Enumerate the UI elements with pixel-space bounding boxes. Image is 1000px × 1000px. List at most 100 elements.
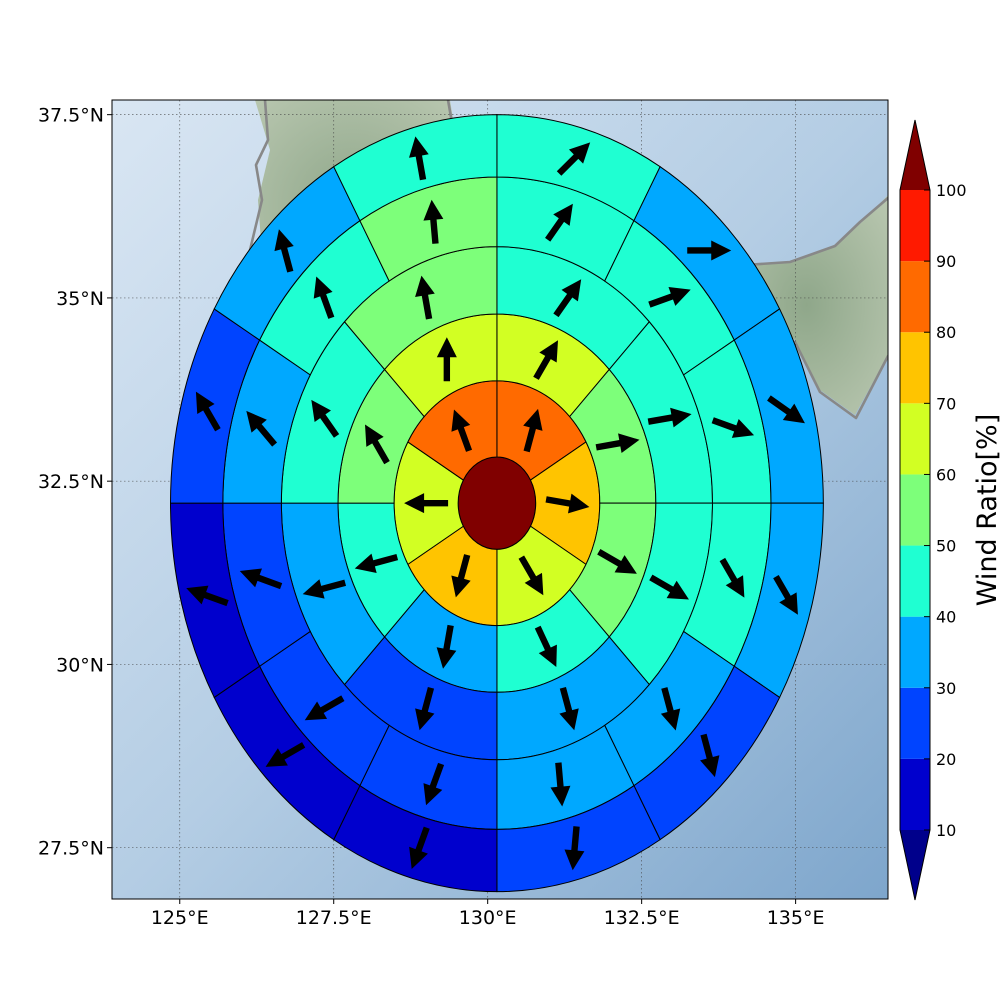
lat-tick-label: 35°N [56,288,104,310]
wind-arrow [597,549,637,574]
wind-arrow-shape [423,762,445,806]
wind-arrow-shape [423,199,444,244]
wind-arrow [302,579,347,599]
lon-tick-label: 125°E [151,907,209,929]
wind-arrow [313,276,335,319]
wind-arrow-shape [313,276,335,319]
wind-arrow [436,624,457,669]
wind-arrow [660,687,681,731]
wind-arrow-shape [409,826,430,870]
wind-arrow-shape [719,557,745,598]
colorbar-tick-label: 60 [936,465,956,484]
wind-arrow [545,493,590,514]
lon-tick-label: 127.5°E [296,907,372,929]
map-axes: 125°E 127.5°E 130°E 132.5°E 135°E 27.5°N 30°N 3… [38,105,825,929]
wind-arrow-shape [687,240,732,261]
colorbar-tick-label: 40 [936,608,956,627]
wind-arrow-shape [553,279,582,318]
wind-arrow-shape [545,493,590,514]
honshu-landmass [725,195,888,415]
colorbar-segment [900,261,930,333]
wind-arrow [700,733,720,778]
wind-arrow [534,625,557,668]
wind-arrow [409,136,429,181]
wind-arrow [687,240,732,261]
wind-arrow-shape [404,493,449,514]
wind-arrow-shape [415,275,435,320]
lat-tick-label: 37.5°N [38,105,104,127]
colorbar-tick-label: 30 [936,679,956,698]
wind-arrow [311,399,340,438]
wind-arrow [559,686,579,731]
wind-arrow [423,199,444,244]
colorbar-segment [900,403,930,475]
wind-arrow [545,203,573,242]
wind-arrow [274,229,294,273]
wind-arrow-shape [239,568,283,590]
colorbar-tick-label: 10 [936,821,956,840]
wind-arrow [553,279,582,318]
wind-arrow-shape [409,136,429,181]
wind-arrow [556,142,591,176]
wind-arrow-shape [451,409,473,452]
wind-arrow-shape [195,391,221,432]
wind-arrow-shape [265,742,306,767]
wind-arrow-shape [595,433,640,454]
map-area [111,99,889,900]
wind-arrow [451,554,471,598]
wind-arrow-shape [246,410,278,447]
colorbar-segment [900,616,930,688]
wind-arrow [767,395,805,424]
wind-arrow-shape [545,203,573,242]
wind-arrow-shape [451,554,471,598]
wind-arrow-shape [354,553,399,573]
wind-arrow-shape [648,287,691,308]
wind-arrow [239,568,283,590]
wind-arrow-shape [274,229,294,273]
map-frame [111,99,889,900]
colorbar-segment [900,474,930,546]
wind-arrow [195,391,221,432]
wind-arrow [647,407,692,428]
wind-arrow [354,553,399,573]
wind-arrow-shape [523,408,543,453]
wind-arrow-shape [773,575,798,615]
colorbar: 10 20 30 40 50 60 70 80 90 100 Wind Ratio[%] [899,119,1000,901]
wind-arrow-shape [649,574,689,600]
lat-tick-label: 27.5°N [38,838,104,860]
colorbar-over-extension [900,120,930,190]
wind-arrow [436,337,457,382]
wind-arrow-shape [564,826,585,871]
wind-arrow [423,762,445,806]
wind-arrow-shape [550,762,571,807]
colorbar-segment [900,758,930,830]
colorbar-tick-label: 100 [936,181,967,200]
wind-arrow-shape [533,340,559,380]
wind-arrow-shape [518,555,544,596]
wind-arrow-shape [556,142,591,176]
wind-arrow [719,557,745,598]
wind-arrow [415,275,435,320]
colorbar-under-extension [900,830,930,900]
colorbar-label: Wind Ratio[%] [972,414,1000,606]
wind-arrow [550,762,571,807]
wind-arrow-shape [767,395,805,424]
wind-arrow [648,287,691,308]
wind-arrow [711,417,755,438]
wind-arrow [773,575,798,615]
wind-arrow [523,408,543,453]
colorbar-segment [900,332,930,404]
wind-arrow-shape [660,687,681,731]
wind-arrow [304,695,345,721]
wind-arrow-shape [647,407,692,428]
wind-arrow-shape [311,399,340,438]
colorbar-segment [900,687,930,759]
wind-arrow-shape [365,424,390,465]
wind-arrow [649,574,689,600]
wind-arrow [246,410,278,447]
colorbar-segment [900,190,930,262]
ring-sector [333,114,498,222]
colorbar-tick-label: 80 [936,323,956,342]
colorbar-tick-label: 20 [936,750,956,769]
wind-arrow [409,826,430,870]
